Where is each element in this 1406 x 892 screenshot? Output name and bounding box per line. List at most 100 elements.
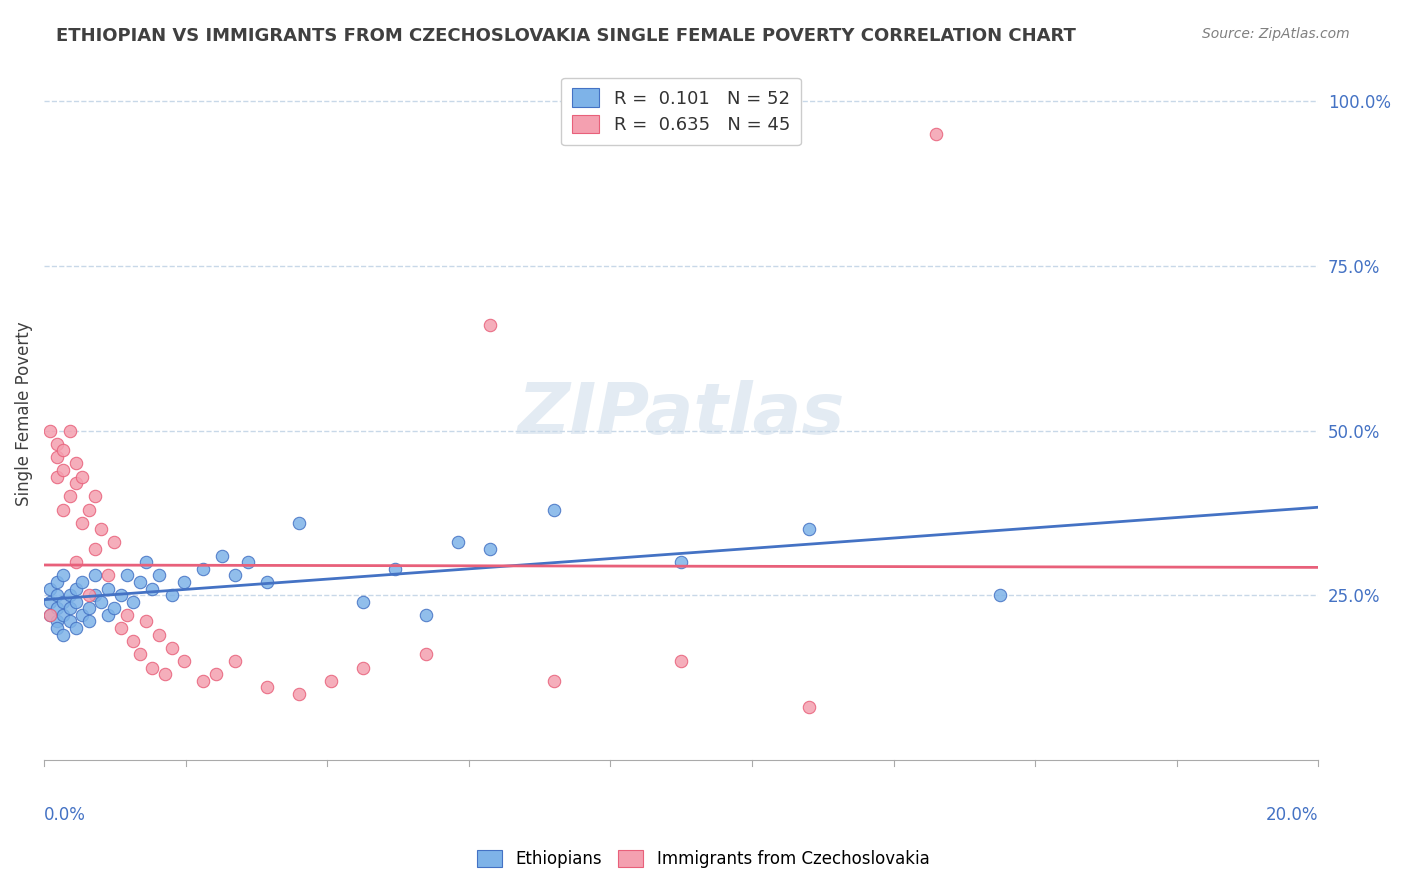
Point	[669, 555, 692, 569]
Point	[77, 615, 100, 629]
Point	[84, 542, 107, 557]
Point	[211, 549, 233, 563]
Text: 20.0%: 20.0%	[1265, 805, 1319, 824]
Point	[103, 601, 125, 615]
Point	[90, 595, 112, 609]
Text: ETHIOPIAN VS IMMIGRANTS FROM CZECHOSLOVAKIA SINGLE FEMALE POVERTY CORRELATION CH: ETHIOPIAN VS IMMIGRANTS FROM CZECHOSLOVA…	[56, 27, 1076, 45]
Point	[65, 457, 87, 471]
Point	[52, 568, 75, 582]
Point	[135, 555, 157, 569]
Point	[669, 654, 692, 668]
Point	[97, 582, 120, 596]
Point	[97, 568, 120, 582]
Point	[45, 601, 67, 615]
Point	[384, 562, 406, 576]
Point	[45, 450, 67, 464]
Point	[72, 607, 94, 622]
Point	[103, 535, 125, 549]
Point	[72, 574, 94, 589]
Point	[148, 568, 170, 582]
Point	[72, 516, 94, 530]
Point	[52, 595, 75, 609]
Point	[173, 654, 195, 668]
Point	[45, 588, 67, 602]
Point	[925, 128, 948, 142]
Y-axis label: Single Female Poverty: Single Female Poverty	[15, 322, 32, 507]
Point	[288, 516, 311, 530]
Point	[153, 667, 176, 681]
Point	[77, 502, 100, 516]
Point	[58, 489, 80, 503]
Point	[52, 502, 75, 516]
Point	[352, 595, 374, 609]
Point	[72, 469, 94, 483]
Point	[128, 574, 150, 589]
Point	[58, 601, 80, 615]
Point	[52, 627, 75, 641]
Legend: R =  0.101   N = 52, R =  0.635   N = 45: R = 0.101 N = 52, R = 0.635 N = 45	[561, 78, 801, 145]
Point	[160, 640, 183, 655]
Point	[447, 535, 470, 549]
Point	[236, 555, 259, 569]
Point	[479, 542, 502, 557]
Point	[173, 574, 195, 589]
Point	[65, 555, 87, 569]
Point	[58, 615, 80, 629]
Point	[39, 582, 62, 596]
Point	[122, 634, 145, 648]
Point	[39, 607, 62, 622]
Point	[988, 588, 1011, 602]
Point	[97, 607, 120, 622]
Point	[148, 627, 170, 641]
Point	[797, 700, 820, 714]
Point	[160, 588, 183, 602]
Point	[45, 574, 67, 589]
Point	[128, 648, 150, 662]
Point	[115, 607, 138, 622]
Point	[39, 595, 62, 609]
Point	[110, 621, 132, 635]
Point	[135, 615, 157, 629]
Point	[45, 621, 67, 635]
Point	[205, 667, 228, 681]
Point	[45, 469, 67, 483]
Point	[141, 582, 163, 596]
Point	[224, 654, 246, 668]
Point	[84, 489, 107, 503]
Point	[39, 607, 62, 622]
Point	[193, 673, 215, 688]
Point	[65, 595, 87, 609]
Point	[193, 562, 215, 576]
Point	[543, 502, 565, 516]
Point	[45, 436, 67, 450]
Point	[543, 673, 565, 688]
Point	[256, 680, 278, 694]
Legend: Ethiopians, Immigrants from Czechoslovakia: Ethiopians, Immigrants from Czechoslovak…	[470, 843, 936, 875]
Point	[58, 588, 80, 602]
Point	[58, 424, 80, 438]
Point	[84, 588, 107, 602]
Point	[65, 476, 87, 491]
Point	[52, 443, 75, 458]
Point	[65, 621, 87, 635]
Point	[415, 607, 437, 622]
Point	[288, 687, 311, 701]
Point	[90, 522, 112, 536]
Point	[115, 568, 138, 582]
Point	[797, 522, 820, 536]
Point	[415, 648, 437, 662]
Point	[352, 660, 374, 674]
Text: ZIPatlas: ZIPatlas	[517, 380, 845, 449]
Point	[141, 660, 163, 674]
Point	[122, 595, 145, 609]
Point	[65, 582, 87, 596]
Point	[110, 588, 132, 602]
Text: 0.0%: 0.0%	[44, 805, 86, 824]
Point	[77, 588, 100, 602]
Point	[84, 568, 107, 582]
Point	[224, 568, 246, 582]
Point	[52, 463, 75, 477]
Point	[45, 615, 67, 629]
Point	[39, 424, 62, 438]
Text: Source: ZipAtlas.com: Source: ZipAtlas.com	[1202, 27, 1350, 41]
